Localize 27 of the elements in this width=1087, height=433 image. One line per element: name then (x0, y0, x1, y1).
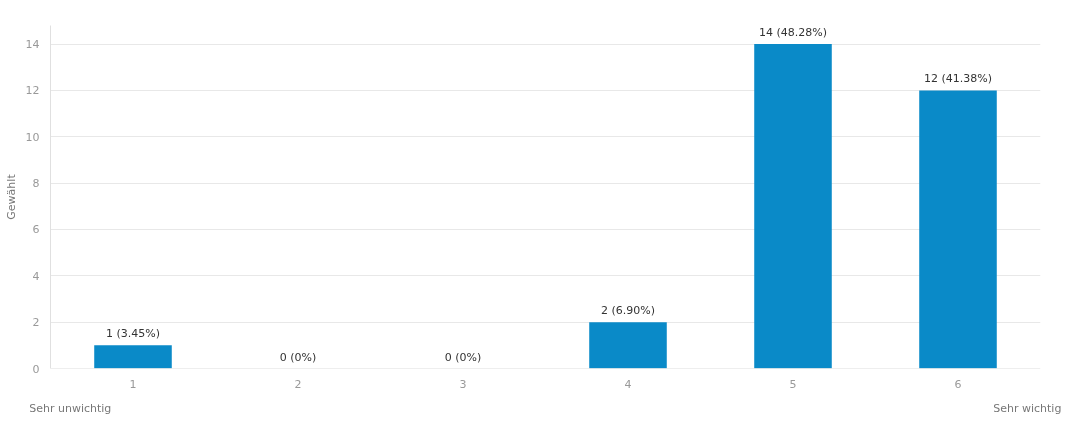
data-label: 1 (3.45%) (105, 327, 161, 341)
x-tick-label: 4 (624, 377, 632, 391)
bar (919, 90, 997, 369)
data-label: 2 (6.90%) (600, 304, 656, 318)
y-axis-title: Gewählt (4, 173, 18, 220)
bar (94, 345, 172, 369)
x-tick-label: 6 (954, 377, 962, 391)
data-label: 0 (0%) (279, 350, 317, 364)
x-tick-label: 1 (129, 377, 137, 391)
x-tick-label: 5 (789, 377, 797, 391)
y-tick-label: 12 (25, 84, 40, 98)
text: Sehr wichtig (993, 401, 1062, 415)
data-label: 12 (41.38%) (923, 72, 993, 86)
y-tick-label: 2 (32, 316, 40, 330)
bar (754, 44, 832, 369)
y-tick-label: 14 (25, 38, 40, 52)
x-tick-label: 2 (294, 377, 302, 391)
data-label: 0 (0%) (444, 350, 482, 364)
y-tick-label: 4 (32, 269, 40, 283)
y-tick-label: 0 (32, 362, 40, 376)
y-tick-label: 10 (25, 130, 40, 144)
y-tick-label: 6 (32, 223, 40, 237)
y-tick-label: 8 (32, 177, 40, 191)
bar (589, 322, 667, 369)
x-tick-label: 3 (459, 377, 467, 391)
data-label: 14 (48.28%) (758, 26, 828, 40)
text: Sehr unwichtig (29, 401, 112, 415)
